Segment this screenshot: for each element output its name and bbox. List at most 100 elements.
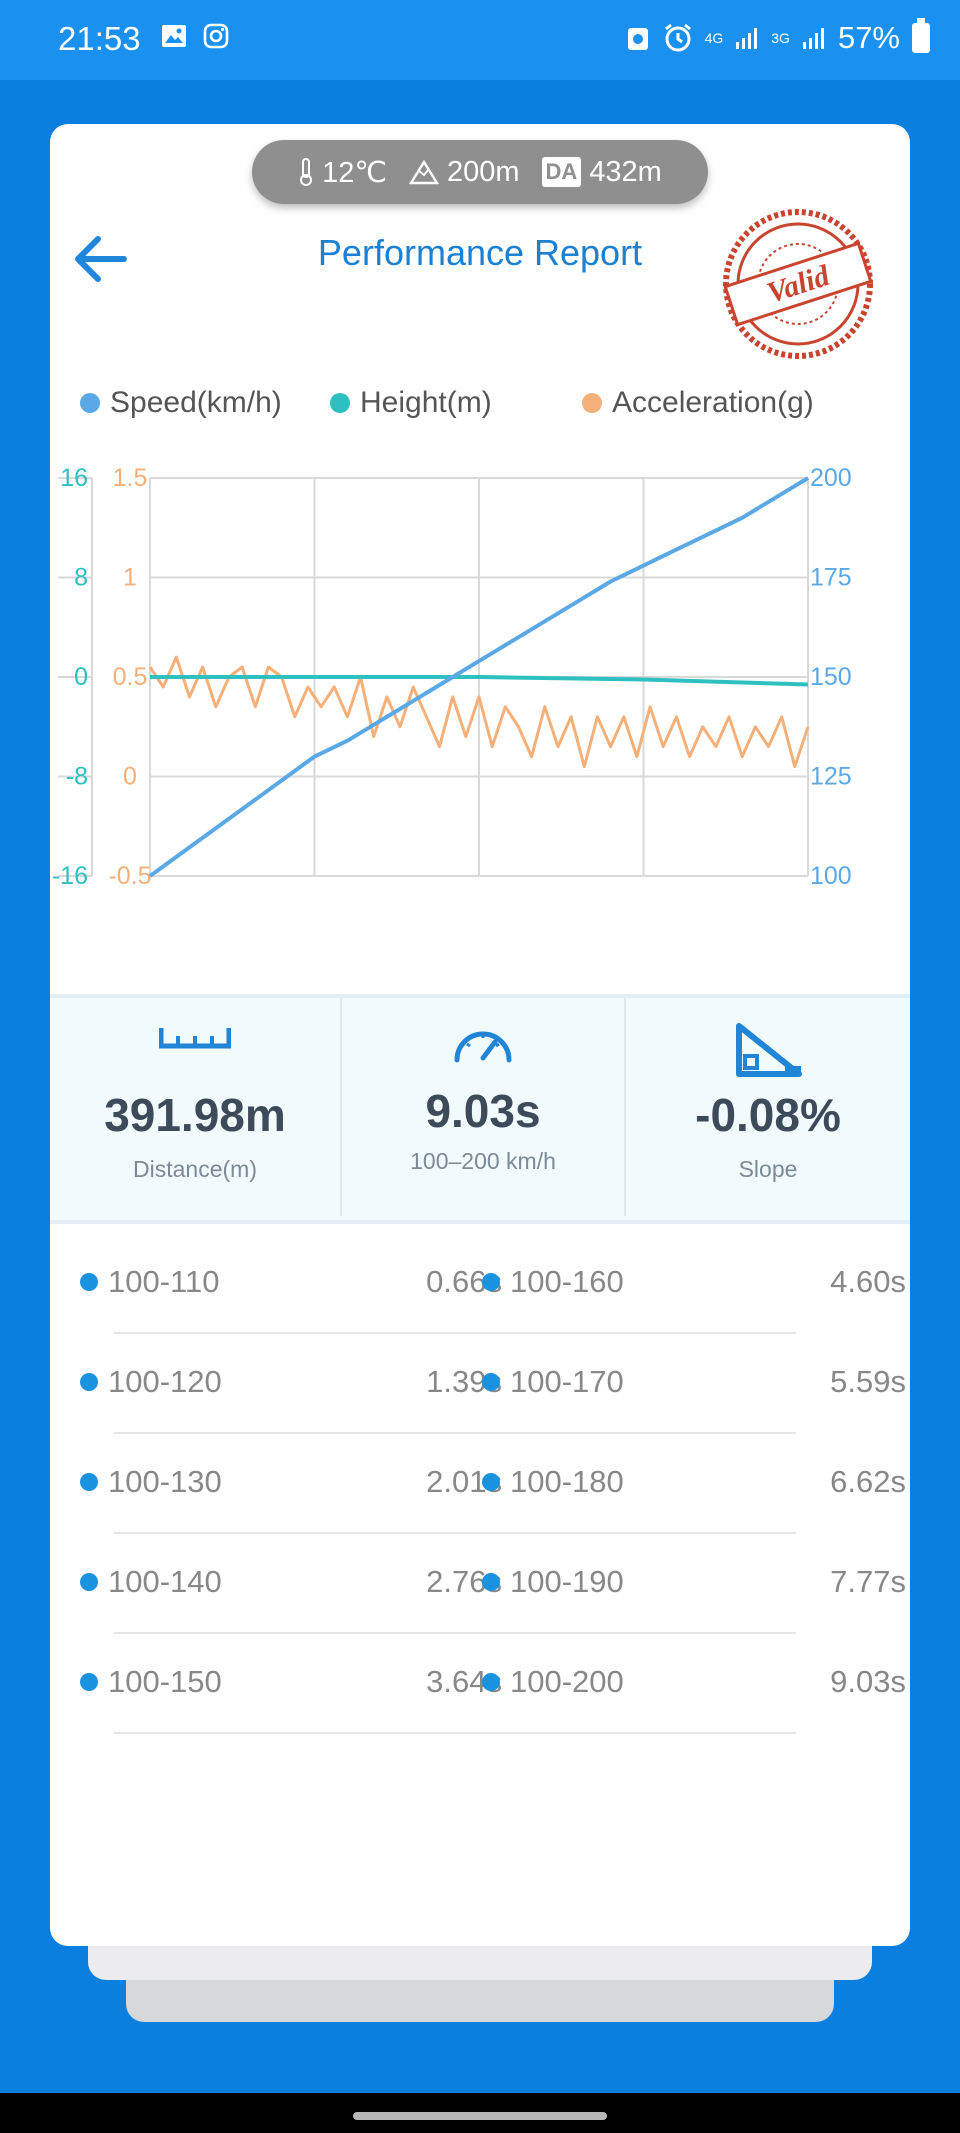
mountain-icon — [408, 159, 439, 185]
split-time: 0.66s — [426, 1264, 502, 1299]
density-altitude-icon: DA — [541, 157, 582, 187]
height-series-line — [150, 675, 809, 687]
density-altitude-value: 432m — [589, 155, 662, 188]
recycle-icon — [627, 28, 648, 50]
split-time: 6.62s — [830, 1464, 906, 1499]
range-label: 100-140 — [108, 1564, 222, 1599]
altitude: 200m — [408, 156, 520, 189]
split-row: 100-130 2.01s 100-180 6.62s — [50, 1452, 910, 1552]
ruler-icon — [159, 1028, 231, 1049]
summary-slope: -0.08% Slope — [626, 998, 910, 1220]
range-label: 100-180 — [510, 1464, 624, 1499]
split-row: 100-120 1.39s 100-170 5.59s — [50, 1352, 910, 1452]
divider — [624, 998, 626, 1216]
bullet-dot — [482, 1473, 500, 1491]
split-row: 100-110 0.66s 100-160 4.60s — [50, 1252, 910, 1352]
legend-height: Height(m) — [330, 386, 492, 420]
bullet-dot — [482, 1673, 500, 1691]
bullet-dot — [482, 1573, 500, 1591]
tick-label: 1.5 — [113, 464, 148, 492]
tick-label: -16 — [52, 862, 88, 890]
bullet-dot — [482, 1273, 500, 1291]
legend-acceleration: Acceleration(g) — [582, 386, 814, 420]
slope-icon — [736, 1023, 802, 1077]
split-time: 5.59s — [830, 1364, 906, 1399]
thermometer-icon — [300, 158, 313, 186]
split-range: 100-140 — [80, 1552, 222, 1612]
split-time: 9.03s — [830, 1664, 906, 1699]
row-divider — [114, 1532, 796, 1534]
page-title: Performance Report — [317, 232, 643, 273]
tick-label: 0.5 — [113, 663, 148, 691]
tick-label: 125 — [810, 763, 852, 791]
tick-label: 150 — [810, 663, 852, 691]
bullet-dot — [80, 1273, 98, 1291]
range-label: 100-120 — [108, 1364, 222, 1399]
temperature: 12℃ — [298, 155, 387, 190]
row-divider — [114, 1332, 796, 1334]
split-range: 100-200 — [482, 1652, 624, 1712]
tick-label: 0 — [123, 763, 137, 791]
split-time: 4.60s — [830, 1264, 906, 1299]
network-4g: 4G — [704, 30, 724, 46]
legend-label: Acceleration(g) — [612, 386, 814, 419]
distance-label: Distance(m) — [133, 1156, 257, 1182]
legend-label: Height(m) — [360, 386, 492, 419]
valid-stamp-icon: Valid — [723, 209, 873, 359]
row-divider — [114, 1432, 796, 1434]
status-right: 4G 3G 57% — [625, 18, 930, 56]
alarm-icon — [664, 23, 691, 52]
split-range: 100-110 — [80, 1252, 219, 1312]
report-card: 12℃ 200m DA 432m Performance Report Vali… — [50, 124, 910, 1946]
split-range: 100-170 — [482, 1352, 624, 1412]
network-3g: 3G — [771, 30, 790, 46]
split-range: 100-120 — [80, 1352, 222, 1412]
signal-icon — [736, 28, 758, 49]
row-divider — [114, 1732, 796, 1734]
image-icon — [162, 25, 186, 47]
tick-label: 175 — [810, 564, 852, 592]
speedometer-icon — [454, 1031, 512, 1063]
range-label: 100-190 — [510, 1564, 624, 1599]
slope-value: -0.08% — [695, 1089, 841, 1141]
split-range: 100-190 — [482, 1552, 624, 1612]
clock: 21:53 — [58, 20, 141, 57]
tick-label: 16 — [60, 464, 88, 492]
density-altitude: DA 432m — [541, 155, 662, 189]
status-bar: 21:53 4G 3G 57% — [0, 0, 960, 80]
legend-dot — [80, 393, 100, 413]
speed-series-line — [148, 476, 810, 878]
legend-dot — [330, 393, 350, 413]
back-arrow-icon[interactable] — [66, 224, 136, 294]
split-time: 1.39s — [426, 1364, 502, 1399]
instagram-icon — [203, 23, 229, 49]
summary-band: 391.98m Distance(m) 9.03s 100–200 km/h -… — [50, 994, 910, 1224]
range-label: 100-160 — [510, 1264, 624, 1299]
summary-time: 9.03s 100–200 km/h — [342, 998, 624, 1220]
legend-label: Speed(km/h) — [110, 386, 282, 419]
split-time: 7.77s — [830, 1564, 906, 1599]
legend-speed: Speed(km/h) — [80, 386, 282, 420]
bullet-dot — [80, 1473, 98, 1491]
tick-label: -0.5 — [108, 862, 151, 890]
split-time: 2.76s — [426, 1564, 502, 1599]
tick-label: 200 — [810, 464, 852, 492]
bullet-dot — [80, 1573, 98, 1591]
range-label: 100-110 — [108, 1264, 220, 1299]
slope-label: Slope — [738, 1156, 798, 1182]
range-label: 100-170 — [510, 1364, 624, 1399]
battery-percent: 57% — [837, 20, 900, 55]
performance-chart: 16 8 0 -8 -16 1.5 1 0.5 0 -0.5 200 175 150 125 100 — [52, 464, 852, 890]
home-gesture-handle[interactable] — [353, 2112, 607, 2120]
signal-icon — [802, 28, 824, 49]
row-divider — [114, 1632, 796, 1634]
bullet-dot — [482, 1373, 500, 1391]
split-time: 2.01s — [426, 1464, 502, 1499]
split-range: 100-180 — [482, 1452, 624, 1512]
split-time: 3.64s — [426, 1664, 502, 1699]
split-range: 100-160 — [482, 1252, 624, 1312]
tick-label: -8 — [66, 763, 88, 791]
legend-dot — [582, 393, 602, 413]
range-label: 100-150 — [108, 1664, 222, 1699]
split-row: 100-150 3.64s 100-200 9.03s — [50, 1652, 910, 1752]
